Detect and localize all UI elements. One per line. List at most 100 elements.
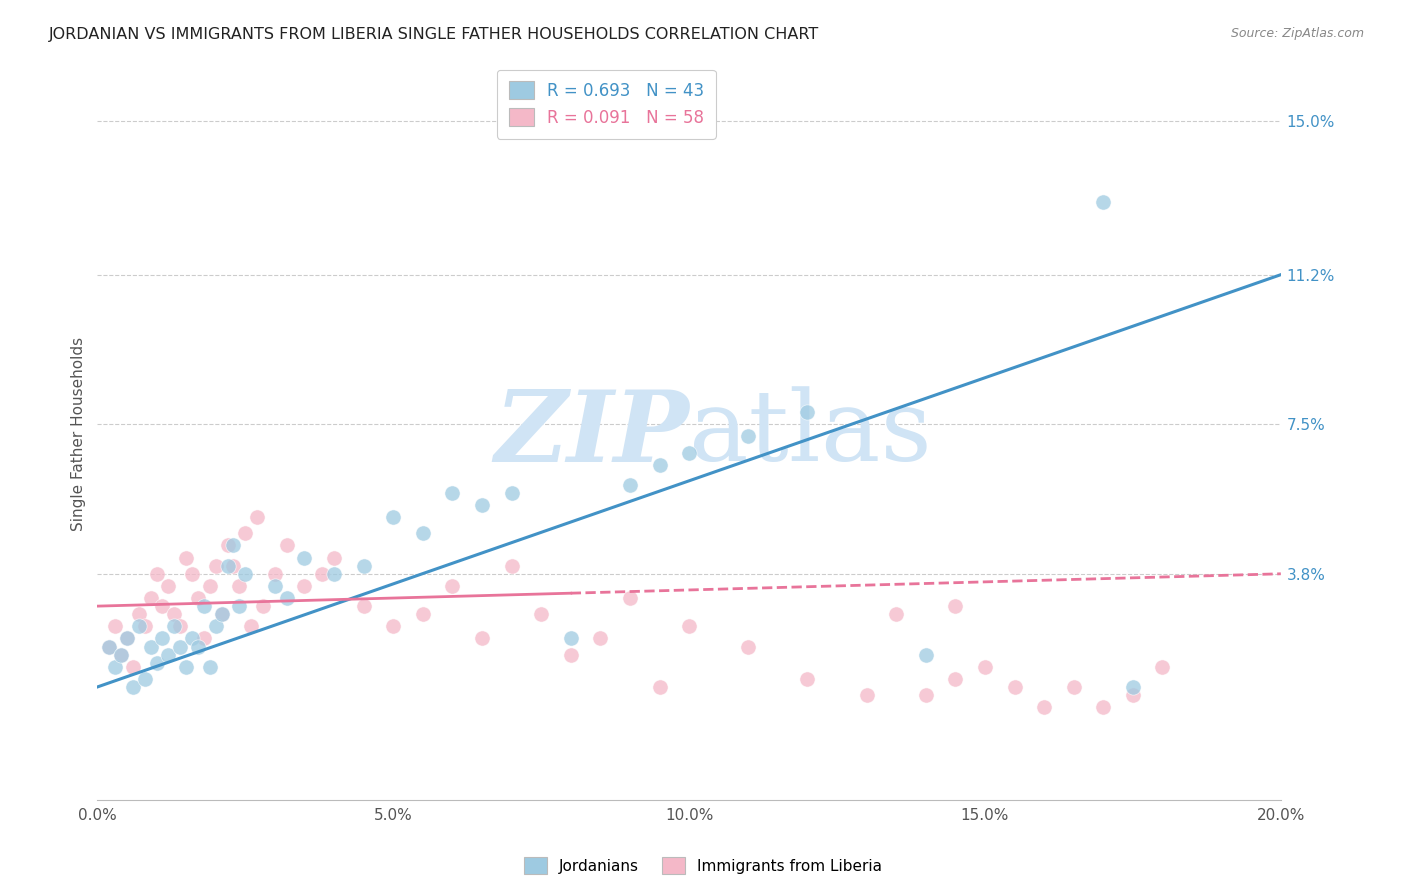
Point — [501, 558, 523, 573]
Point — [353, 558, 375, 573]
Point — [222, 539, 245, 553]
Point — [246, 510, 269, 524]
Point — [134, 619, 156, 633]
Point — [678, 445, 700, 459]
Point — [1004, 680, 1026, 694]
Point — [152, 632, 174, 646]
Point — [193, 632, 215, 646]
Legend: Jordanians, Immigrants from Liberia: Jordanians, Immigrants from Liberia — [517, 851, 889, 880]
Point — [187, 591, 209, 605]
Point — [678, 619, 700, 633]
Point — [128, 607, 150, 622]
Point — [1122, 680, 1144, 694]
Point — [1033, 700, 1056, 714]
Point — [1063, 680, 1085, 694]
Text: JORDANIAN VS IMMIGRANTS FROM LIBERIA SINGLE FATHER HOUSEHOLDS CORRELATION CHART: JORDANIAN VS IMMIGRANTS FROM LIBERIA SIN… — [49, 27, 820, 42]
Point — [98, 640, 121, 654]
Point — [796, 405, 818, 419]
Point — [471, 632, 494, 646]
Point — [974, 659, 997, 673]
Point — [252, 599, 274, 614]
Point — [157, 648, 180, 662]
Y-axis label: Single Father Households: Single Father Households — [72, 337, 86, 532]
Text: atlas: atlas — [689, 386, 932, 483]
Point — [276, 591, 298, 605]
Point — [174, 550, 197, 565]
Point — [211, 607, 233, 622]
Point — [294, 550, 316, 565]
Point — [181, 566, 204, 581]
Point — [217, 539, 239, 553]
Point — [353, 599, 375, 614]
Point — [323, 550, 346, 565]
Point — [441, 486, 464, 500]
Point — [737, 429, 759, 443]
Point — [233, 566, 256, 581]
Point — [115, 632, 138, 646]
Point — [382, 619, 405, 633]
Point — [619, 591, 641, 605]
Point — [560, 648, 582, 662]
Point — [181, 632, 204, 646]
Point — [217, 558, 239, 573]
Point — [121, 680, 143, 694]
Point — [233, 526, 256, 541]
Point — [104, 619, 127, 633]
Point — [914, 688, 936, 702]
Point — [198, 659, 221, 673]
Point — [441, 579, 464, 593]
Point — [294, 579, 316, 593]
Point — [104, 659, 127, 673]
Legend: R = 0.693   N = 43, R = 0.091   N = 58: R = 0.693 N = 43, R = 0.091 N = 58 — [496, 70, 716, 138]
Point — [311, 566, 333, 581]
Point — [1152, 659, 1174, 673]
Point — [157, 579, 180, 593]
Point — [412, 607, 434, 622]
Point — [648, 680, 671, 694]
Point — [204, 619, 226, 633]
Point — [98, 640, 121, 654]
Point — [943, 599, 966, 614]
Point — [110, 648, 132, 662]
Point — [193, 599, 215, 614]
Text: Source: ZipAtlas.com: Source: ZipAtlas.com — [1230, 27, 1364, 40]
Point — [501, 486, 523, 500]
Point — [139, 591, 162, 605]
Point — [530, 607, 553, 622]
Point — [382, 510, 405, 524]
Point — [1092, 194, 1115, 209]
Point — [128, 619, 150, 633]
Point — [560, 632, 582, 646]
Point — [884, 607, 907, 622]
Point — [737, 640, 759, 654]
Point — [228, 599, 250, 614]
Point — [174, 659, 197, 673]
Point — [211, 607, 233, 622]
Point — [276, 539, 298, 553]
Point — [943, 672, 966, 686]
Point — [121, 659, 143, 673]
Point — [263, 579, 285, 593]
Point — [204, 558, 226, 573]
Point — [1122, 688, 1144, 702]
Point — [323, 566, 346, 581]
Point — [115, 632, 138, 646]
Point — [619, 478, 641, 492]
Point — [110, 648, 132, 662]
Point — [412, 526, 434, 541]
Point — [471, 498, 494, 512]
Point — [145, 656, 167, 670]
Point — [139, 640, 162, 654]
Point — [163, 607, 186, 622]
Point — [145, 566, 167, 581]
Point — [222, 558, 245, 573]
Point — [263, 566, 285, 581]
Point — [163, 619, 186, 633]
Point — [187, 640, 209, 654]
Point — [240, 619, 263, 633]
Point — [914, 648, 936, 662]
Text: ZIP: ZIP — [494, 386, 689, 483]
Point — [796, 672, 818, 686]
Point — [855, 688, 877, 702]
Point — [134, 672, 156, 686]
